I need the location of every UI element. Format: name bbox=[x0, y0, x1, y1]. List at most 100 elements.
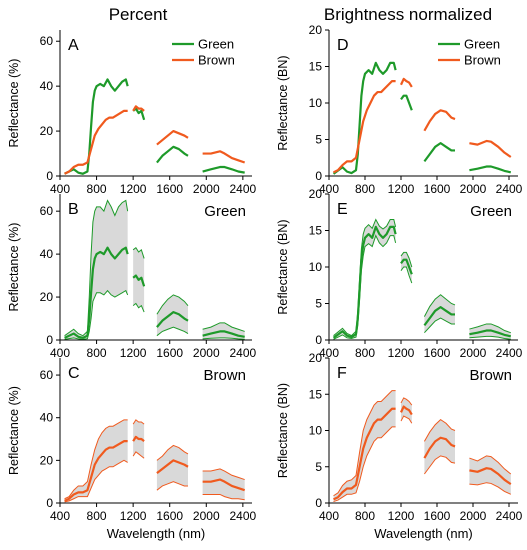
upper-bound-line-3 bbox=[469, 455, 512, 475]
y-axis-label: Reflectance (%) bbox=[7, 59, 21, 148]
y-tick-label: 20 bbox=[309, 187, 323, 201]
y-axis-label: Reflectance (BN) bbox=[276, 55, 290, 150]
series-green-line-2 bbox=[156, 145, 189, 164]
series-green-line-3 bbox=[469, 165, 512, 174]
y-tick-label: 5 bbox=[315, 297, 322, 311]
mean-line-1 bbox=[400, 405, 413, 416]
panel-title: Brown bbox=[203, 367, 246, 384]
panel-title: Green bbox=[204, 203, 246, 220]
panel-letter: B bbox=[68, 201, 79, 218]
sd-band-3 bbox=[202, 468, 245, 500]
panel-letter: E bbox=[337, 201, 348, 218]
x-tick-label: 1200 bbox=[388, 182, 415, 196]
mean-line-2 bbox=[423, 306, 455, 327]
x-tick-label: 1200 bbox=[120, 346, 147, 360]
y-tick-label: 20 bbox=[309, 23, 323, 37]
upper-bound-line-2 bbox=[156, 294, 189, 315]
sd-band-2 bbox=[156, 294, 188, 336]
mean-line-0 bbox=[64, 246, 129, 339]
upper-bound-line-1 bbox=[400, 397, 413, 406]
y-tick-label: 20 bbox=[40, 124, 54, 138]
mean-line-0 bbox=[332, 225, 397, 339]
x-tick-label: 2000 bbox=[193, 509, 220, 523]
x-tick-label: 1600 bbox=[156, 509, 183, 523]
lower-bound-line-0 bbox=[333, 426, 396, 503]
sd-band-3 bbox=[469, 455, 511, 495]
lower-bound-line-3 bbox=[469, 482, 512, 495]
upper-bound-line-0 bbox=[333, 390, 396, 497]
x-tick-label: 2400 bbox=[496, 182, 523, 196]
x-axis-label: Wavelength (nm) bbox=[107, 526, 206, 541]
y-tick-label: 15 bbox=[309, 387, 323, 401]
y-tick-label: 60 bbox=[40, 34, 54, 48]
lower-bound-line-0 bbox=[64, 289, 129, 340]
series-brown-line-3 bbox=[469, 139, 512, 158]
y-tick-label: 60 bbox=[40, 368, 54, 382]
mean-line-3 bbox=[202, 478, 246, 492]
lower-bound-line-1 bbox=[400, 415, 413, 424]
x-tick-label: 400 bbox=[319, 346, 339, 360]
lower-bound-line-2 bbox=[423, 455, 456, 475]
y-tick-label: 40 bbox=[40, 247, 54, 261]
x-tick-label: 1600 bbox=[424, 346, 451, 360]
lower-bound-line-1 bbox=[132, 451, 145, 459]
y-tick-label: 0 bbox=[46, 496, 53, 510]
series-brown-line-0 bbox=[333, 79, 396, 174]
sd-band-0 bbox=[64, 200, 128, 340]
lower-bound-line-3 bbox=[202, 337, 245, 340]
series-brown-line-0 bbox=[64, 109, 128, 175]
panel-title: Green bbox=[470, 203, 512, 220]
x-tick-label: 1600 bbox=[156, 182, 183, 196]
x-tick-label: 800 bbox=[87, 346, 107, 360]
upper-bound-line-3 bbox=[202, 322, 245, 332]
upper-bound-line-1 bbox=[400, 251, 413, 268]
panel-f: Brown 400 800 1200 1600 2000 2400 0 5 10 15 20 Refle… bbox=[276, 351, 523, 541]
series-brown-line-1 bbox=[132, 105, 145, 112]
x-tick-label: 2000 bbox=[460, 509, 487, 523]
y-tick-label: 15 bbox=[309, 224, 323, 238]
panel-title: Brown bbox=[469, 367, 512, 384]
upper-bound-line-0 bbox=[333, 218, 397, 337]
y-tick-label: 20 bbox=[40, 453, 54, 467]
x-tick-label: 2000 bbox=[193, 182, 220, 196]
x-tick-label: 1200 bbox=[388, 509, 415, 523]
mean-line-2 bbox=[156, 310, 189, 328]
series-green-line-0 bbox=[64, 78, 129, 175]
upper-bound-line-1 bbox=[132, 419, 145, 425]
column-title-brightness-normalized: Brightness normalized bbox=[324, 5, 492, 24]
legend-label-brown: Brown bbox=[464, 53, 501, 68]
upper-bound-line-0 bbox=[64, 199, 129, 337]
y-axis-label: Reflectance (%) bbox=[7, 223, 21, 312]
y-tick-label: 5 bbox=[315, 460, 322, 474]
sd-band-2 bbox=[424, 294, 455, 333]
x-tick-label: 2400 bbox=[496, 346, 523, 360]
x-tick-label: 800 bbox=[355, 509, 375, 523]
y-axis-label: Reflectance (%) bbox=[7, 386, 21, 475]
lower-bound-line-2 bbox=[156, 481, 188, 491]
x-tick-label: 400 bbox=[50, 509, 70, 523]
y-axis-label: Reflectance (BN) bbox=[276, 383, 290, 478]
mean-line-1 bbox=[400, 258, 413, 275]
panel-e: Green 400 800 1200 1600 2000 2400 0 5 10 15 20 Refle… bbox=[276, 187, 523, 360]
x-tick-label: 800 bbox=[355, 182, 375, 196]
y-tick-label: 40 bbox=[40, 79, 54, 93]
series-green-line-0 bbox=[332, 61, 397, 175]
panel-b: Green 400 800 1200 1600 2000 2400 0 20 40 60 Reflec… bbox=[7, 194, 257, 360]
series-brown-line-2 bbox=[423, 109, 456, 132]
legend-label-green: Green bbox=[198, 37, 234, 52]
mean-line-0 bbox=[64, 440, 128, 502]
lower-bound-line-2 bbox=[424, 317, 455, 334]
lower-bound-line-2 bbox=[156, 326, 189, 337]
sd-band-1 bbox=[401, 397, 412, 424]
mean-line-3 bbox=[469, 329, 512, 338]
y-tick-label: 0 bbox=[46, 169, 53, 183]
x-tick-label: 2400 bbox=[230, 346, 257, 360]
column-title-percent: Percent bbox=[109, 5, 168, 24]
y-tick-label: 20 bbox=[40, 290, 54, 304]
sd-band-2 bbox=[156, 445, 188, 491]
mean-line-0 bbox=[333, 407, 396, 501]
x-tick-label: 1200 bbox=[388, 346, 415, 360]
x-tick-label: 2000 bbox=[460, 182, 487, 196]
y-tick-label: 60 bbox=[40, 204, 54, 218]
